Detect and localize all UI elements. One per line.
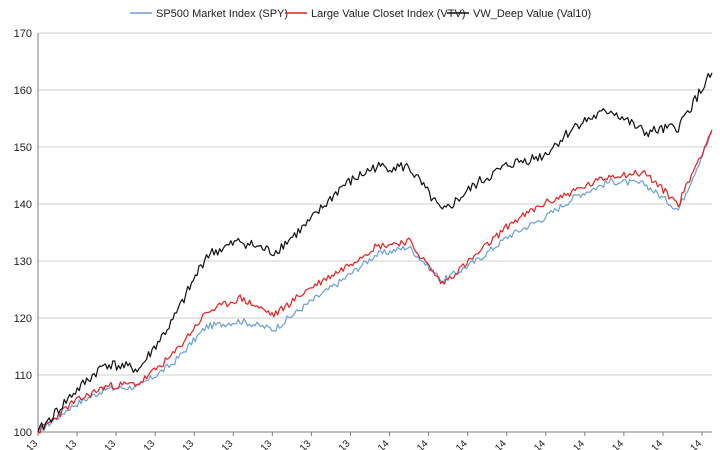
gridlines: [38, 32, 712, 433]
x-tick-label: 14: [571, 438, 587, 450]
x-tick-label: 14: [610, 438, 626, 450]
y-axis: 100 110 120 130 140 150 160 170: [14, 28, 39, 439]
x-tick-label: 13: [298, 438, 314, 450]
y-tick-label: 100: [14, 427, 32, 439]
x-tick-label: 14: [688, 438, 704, 450]
y-tick-label: 160: [14, 85, 32, 97]
x-axis: 13 13 13 13 13 13 13 13 13 14 14 14 14 14 14 14 14 14: [24, 431, 712, 450]
x-tick-label: 13: [220, 438, 236, 450]
x-tick-label: 14: [376, 438, 392, 450]
x-tick-label: 13: [142, 438, 158, 450]
y-tick-label: 170: [14, 28, 32, 40]
y-tick-label: 130: [14, 256, 32, 268]
x-tick-label: 14: [493, 438, 509, 450]
series-line-large-value-closet-index-vtv: [37, 129, 713, 434]
legend: SP500 Market Index (SPY) Large Value Clos…: [130, 8, 591, 20]
x-tick-label: 13: [24, 438, 40, 450]
x-tick-label: 13: [181, 438, 197, 450]
x-tick-label: 13: [103, 438, 119, 450]
y-tick-label: 150: [14, 142, 32, 154]
x-tick-label: 14: [454, 438, 470, 450]
legend-label: VW_Deep Value (Val10): [473, 8, 591, 20]
series-line-vw-deep-value-val10: [37, 72, 713, 433]
x-tick-label: 13: [64, 438, 80, 450]
legend-label: Large Value Closet Index (VTV): [311, 8, 465, 20]
y-tick-label: 140: [14, 199, 32, 211]
series-line-sp500-market-index-spy: [37, 132, 713, 433]
x-tick-label: 13: [259, 438, 275, 450]
x-tick-label: 14: [532, 438, 548, 450]
x-tick-label: 13: [337, 438, 353, 450]
y-tick-label: 110: [14, 370, 32, 382]
x-tick-label: 14: [415, 438, 431, 450]
plot-area: [37, 72, 713, 434]
x-tick-label: 14: [649, 438, 665, 450]
legend-label: SP500 Market Index (SPY): [156, 8, 288, 20]
y-tick-label: 120: [14, 313, 32, 325]
